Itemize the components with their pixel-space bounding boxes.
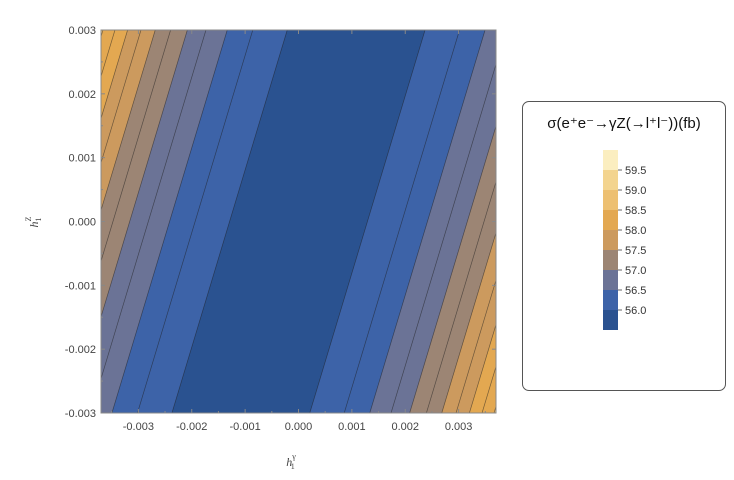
legend-label: 56.0 bbox=[625, 305, 646, 317]
y-tick-label: -0.002 bbox=[65, 344, 96, 356]
legend-swatch bbox=[603, 170, 618, 190]
legend-swatch bbox=[603, 210, 618, 230]
legend: σ(e⁺e⁻→γZ(→l⁺l⁻))(fb) 56.0 56.5 57.0 57.5 58… bbox=[522, 101, 726, 391]
x-axis: -0.003 -0.002 -0.001 0.000 0.001 0.002 0.003 bbox=[111, 30, 486, 433]
contour-line bbox=[0, 30, 13, 413]
y-tick-label: -0.003 bbox=[65, 408, 96, 420]
contour-line bbox=[469, 323, 496, 413]
x-tick-label: -0.001 bbox=[230, 421, 261, 433]
contour-plot: -0.003 -0.002 -0.001 0.000 0.001 0.002 0.003 -… bbox=[0, 25, 521, 471]
contour-line bbox=[171, 30, 288, 413]
x-tick-label: -0.003 bbox=[123, 421, 154, 433]
contour-line bbox=[343, 30, 460, 413]
x-tick-label: 0.001 bbox=[338, 421, 366, 433]
y-tick-label: 0.001 bbox=[68, 153, 96, 165]
legend-colorbar: 56.0 56.5 57.0 57.5 58.0 58.5 59.0 59.5 bbox=[603, 150, 646, 330]
contour-line bbox=[111, 30, 228, 413]
legend-label: 58.5 bbox=[625, 205, 646, 217]
legend-label: 57.0 bbox=[625, 265, 646, 277]
contour-line bbox=[506, 30, 520, 413]
legend-swatch bbox=[603, 310, 618, 330]
contour-line bbox=[493, 405, 496, 413]
contour-line bbox=[369, 30, 486, 413]
contour-line bbox=[409, 124, 496, 413]
x-tick-label: -0.002 bbox=[176, 421, 207, 433]
contour-line bbox=[426, 180, 496, 413]
contour-line bbox=[101, 30, 142, 164]
y-tick-label: -0.001 bbox=[65, 280, 96, 292]
y-tick-label: 0.000 bbox=[68, 217, 96, 229]
contour-line bbox=[517, 30, 521, 413]
contour-line bbox=[0, 30, 22, 413]
x-tick-label: 0.000 bbox=[285, 421, 313, 433]
legend-swatch bbox=[603, 270, 618, 290]
legend-label: 57.5 bbox=[625, 245, 646, 257]
contour-line bbox=[101, 30, 171, 263]
legend-swatch bbox=[603, 290, 618, 310]
contour-line bbox=[101, 30, 116, 78]
contour-line bbox=[455, 279, 496, 413]
legend-label: 58.0 bbox=[625, 225, 646, 237]
legend-label: 56.5 bbox=[625, 285, 646, 297]
x-tick-label: 0.002 bbox=[391, 421, 419, 433]
contour-lines bbox=[0, 30, 521, 413]
legend-label: 59.0 bbox=[625, 185, 646, 197]
contour-line bbox=[101, 30, 207, 380]
contour-line bbox=[441, 231, 496, 413]
contour-line bbox=[101, 30, 156, 212]
contour-line bbox=[309, 30, 426, 413]
legend-title: σ(e⁺e⁻→γZ(→l⁺l⁻))(fb) bbox=[547, 115, 701, 132]
contour-line bbox=[137, 30, 254, 413]
contour-line bbox=[101, 30, 188, 319]
y-tick-label: 0.002 bbox=[68, 89, 96, 101]
x-tick-label: 0.003 bbox=[445, 421, 473, 433]
contour-bands bbox=[101, 30, 496, 413]
x-axis-title: hγ 1 bbox=[286, 452, 296, 471]
y-axis-title: hZ1 bbox=[24, 216, 43, 227]
legend-label: 59.5 bbox=[625, 165, 646, 177]
y-axis: -0.003 -0.002 -0.001 0.000 0.001 0.002 0.003 bbox=[65, 25, 496, 420]
contour-line bbox=[390, 63, 496, 413]
band-below-56 bbox=[171, 30, 426, 413]
y-tick-label: 0.003 bbox=[68, 25, 96, 37]
contour-line bbox=[101, 30, 128, 120]
legend-swatch bbox=[603, 190, 618, 210]
legend-swatch bbox=[603, 230, 618, 250]
legend-swatch bbox=[603, 250, 618, 270]
legend-swatch bbox=[603, 150, 618, 170]
contour-line bbox=[0, 30, 5, 413]
